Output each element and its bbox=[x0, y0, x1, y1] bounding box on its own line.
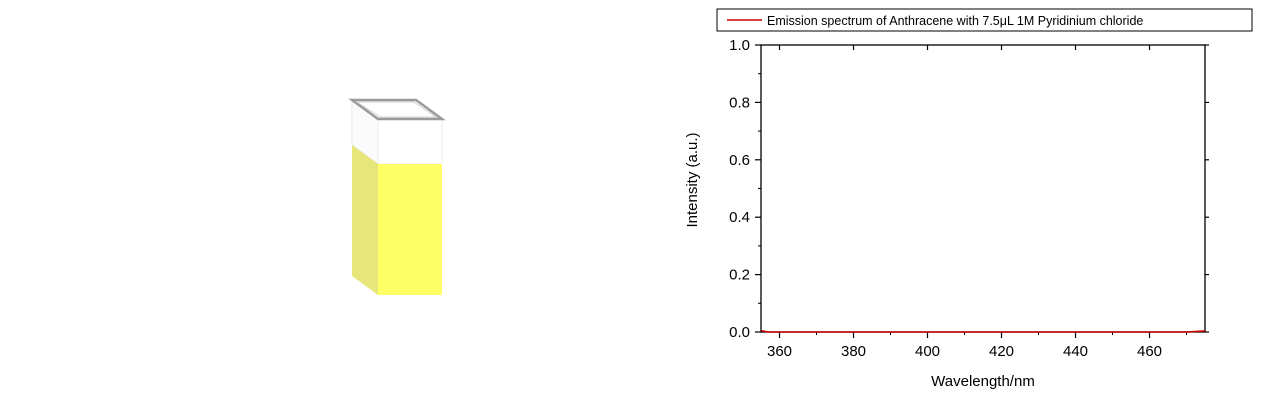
y-tick-label: 0.8 bbox=[729, 94, 750, 111]
plot-area: 360 380 400 420 440 460 0.0 0.2 0.4 0.6 0.8 1.0 bbox=[729, 37, 1209, 360]
cuvette-liquid-front bbox=[378, 164, 442, 295]
x-tick-label: 440 bbox=[1063, 343, 1088, 360]
cuvette-liquid-side bbox=[352, 145, 378, 295]
y-tick-label: 1.0 bbox=[729, 37, 750, 54]
series-line bbox=[760, 329, 1206, 333]
cuvette-glass-front bbox=[377, 118, 443, 165]
y-tick-label: 0.0 bbox=[729, 324, 750, 341]
y-tick-label: 0.6 bbox=[729, 152, 750, 169]
x-tick-label: 420 bbox=[989, 343, 1014, 360]
cuvette-illustration bbox=[348, 98, 446, 295]
cuvette-rim-inner bbox=[355, 101, 438, 118]
y-tick-label: 0.2 bbox=[729, 267, 750, 284]
plot-frame bbox=[760, 44, 1206, 333]
y-tick-label: 0.4 bbox=[729, 209, 750, 226]
x-tick-label: 360 bbox=[767, 343, 792, 360]
y-axis-title: Intensity (a.u.) bbox=[684, 132, 701, 227]
x-tick-label: 380 bbox=[841, 343, 866, 360]
legend-box bbox=[716, 8, 1253, 32]
legend: Emission spectrum of Anthracene with 7.5… bbox=[716, 8, 1253, 32]
legend-label: Emission spectrum of Anthracene with 7.5… bbox=[767, 14, 1143, 28]
x-axis-title: Wavelength/nm bbox=[931, 373, 1035, 390]
x-tick-label: 400 bbox=[915, 343, 940, 360]
x-tick-label: 460 bbox=[1137, 343, 1162, 360]
cuvette-rim bbox=[348, 98, 446, 121]
